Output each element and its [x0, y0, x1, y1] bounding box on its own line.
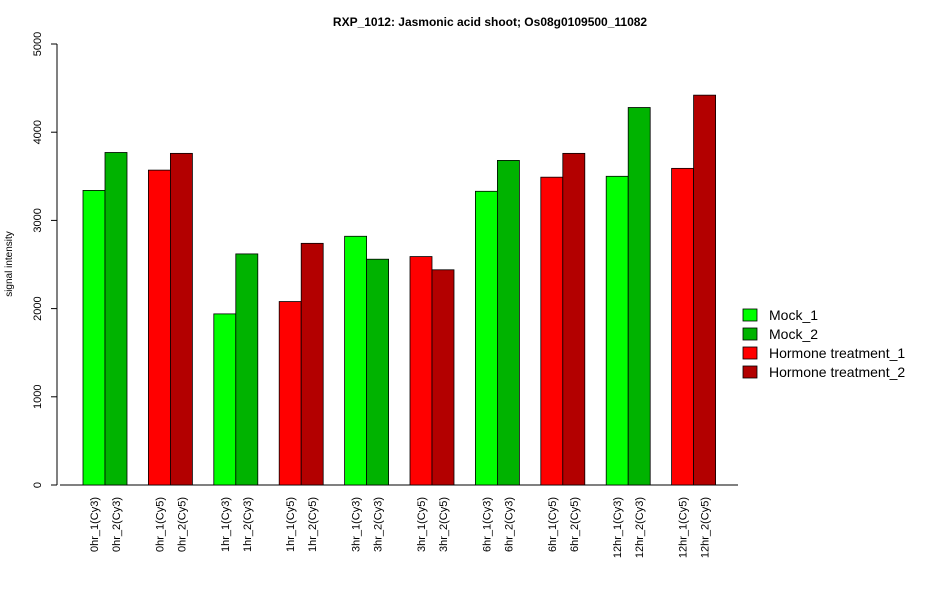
chart-title: RXP_1012: Jasmonic acid shoot; Os08g0109…: [333, 15, 648, 29]
legend: Mock_1 Mock_2 Hormone treatment_1 Hormone t…: [742, 307, 905, 380]
x-tick-label: 6hr_2(Cy5): [569, 497, 581, 552]
bar-3hr_2(Cy3): [366, 258, 390, 486]
x-tick-label: 12hr_1(Cy3): [612, 497, 624, 558]
bar-1hr_1(Cy3): [213, 313, 237, 486]
x-tick-label: 3hr_2(Cy5): [438, 497, 450, 552]
bar-3hr_1(Cy5): [409, 256, 433, 486]
bar-3hr_1(Cy3): [344, 235, 368, 486]
legend-label: Hormone treatment_1: [769, 345, 905, 361]
bar-1hr_1(Cy5): [278, 301, 302, 486]
y-tick-label: 2000: [32, 296, 44, 320]
bar-0hr_2(Cy5): [169, 152, 193, 486]
x-tick-label: 6hr_1(Cy3): [481, 497, 493, 552]
x-tick-label: 0hr_2(Cy5): [176, 497, 188, 552]
x-tick-label: 1hr_2(Cy3): [242, 497, 254, 552]
bars-group: [82, 94, 716, 486]
bar-3hr_2(Cy5): [431, 269, 455, 486]
x-tick-label: 6hr_2(Cy3): [503, 497, 515, 552]
bar-6hr_1(Cy3): [474, 190, 498, 486]
x-tick-label: 3hr_1(Cy3): [351, 497, 363, 552]
legend-swatch: [742, 327, 758, 341]
x-tick-label: 12hr_2(Cy5): [700, 497, 712, 558]
bar-12hr_2(Cy3): [627, 107, 651, 486]
x-tick-label: 0hr_2(Cy3): [111, 497, 123, 552]
x-tick-label: 1hr_1(Cy5): [285, 497, 297, 552]
bar-1hr_2(Cy3): [235, 253, 259, 486]
legend-label: Mock_1: [769, 307, 818, 323]
bar-6hr_2(Cy3): [496, 160, 520, 486]
x-tick-label: 12hr_1(Cy5): [678, 497, 690, 558]
category-labels: 0hr_1(Cy3) 0hr_2(Cy3) 0hr_1(Cy5) 0hr_2(Cy5)…: [89, 497, 712, 558]
y-tick-label: 1000: [32, 385, 44, 409]
x-tick-label: 0hr_1(Cy3): [89, 497, 101, 552]
bar-1hr_2(Cy5): [300, 242, 324, 486]
bar-0hr_1(Cy5): [147, 169, 171, 486]
legend-swatch: [742, 346, 758, 360]
x-tick-label: 3hr_1(Cy5): [416, 497, 428, 552]
bar-6hr_1(Cy5): [540, 176, 564, 486]
bar-0hr_2(Cy3): [104, 152, 128, 486]
y-axis-title: signal intensity: [4, 231, 15, 297]
legend-label: Mock_2: [769, 326, 818, 342]
legend-label: Hormone treatment_2: [769, 364, 905, 380]
y-tick-label: 0: [32, 482, 44, 488]
bar-0hr_1(Cy3): [82, 190, 106, 486]
y-tick-label: 4000: [32, 120, 44, 144]
x-tick-label: 1hr_2(Cy5): [307, 497, 319, 552]
x-tick-label: 3hr_2(Cy3): [373, 497, 385, 552]
bar-12hr_1(Cy5): [671, 167, 694, 486]
y-tick-label: 5000: [32, 32, 44, 56]
y-tick-label: 3000: [32, 208, 44, 232]
legend-swatch: [742, 308, 758, 322]
legend-swatch: [742, 365, 758, 379]
x-tick-label: 12hr_2(Cy3): [634, 497, 646, 558]
bar-12hr_2(Cy5): [693, 94, 716, 486]
x-tick-label: 6hr_1(Cy5): [547, 497, 559, 552]
bar-12hr_1(Cy3): [605, 175, 629, 486]
x-tick-label: 0hr_1(Cy5): [154, 497, 166, 552]
bar-6hr_2(Cy5): [562, 152, 586, 486]
x-tick-label: 1hr_1(Cy3): [220, 497, 232, 552]
